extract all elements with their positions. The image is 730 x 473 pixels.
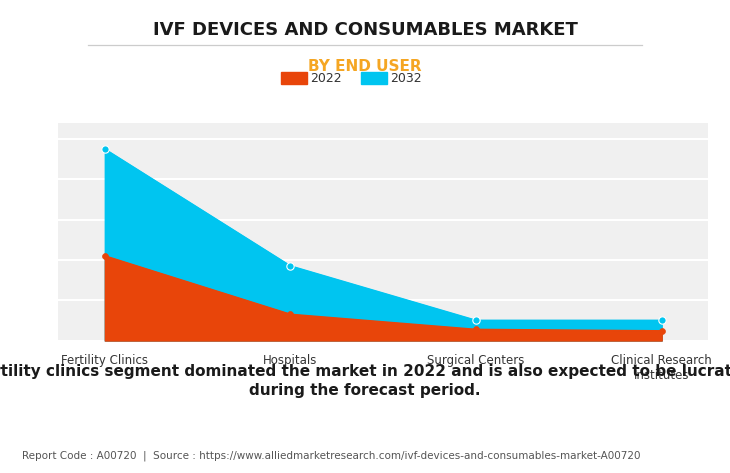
Text: 2022: 2022 <box>310 71 342 85</box>
Point <box>285 311 296 318</box>
Point <box>470 316 482 324</box>
Text: Report Code : A00720  |  Source : https://www.alliedmarketresearch.com/ivf-devic: Report Code : A00720 | Source : https://… <box>22 451 640 461</box>
Text: Fertility clinics segment dominated the market in 2022 and is also expected to b: Fertility clinics segment dominated the … <box>0 364 730 379</box>
Text: BY END USER: BY END USER <box>308 59 422 74</box>
Text: 2032: 2032 <box>391 71 422 85</box>
Point <box>656 316 667 324</box>
Point <box>99 145 111 153</box>
Point <box>285 262 296 270</box>
Point <box>99 252 111 260</box>
Point <box>656 327 667 335</box>
Point <box>470 326 482 333</box>
Text: during the forecast period.: during the forecast period. <box>249 383 481 398</box>
Text: IVF DEVICES AND CONSUMABLES MARKET: IVF DEVICES AND CONSUMABLES MARKET <box>153 21 577 39</box>
